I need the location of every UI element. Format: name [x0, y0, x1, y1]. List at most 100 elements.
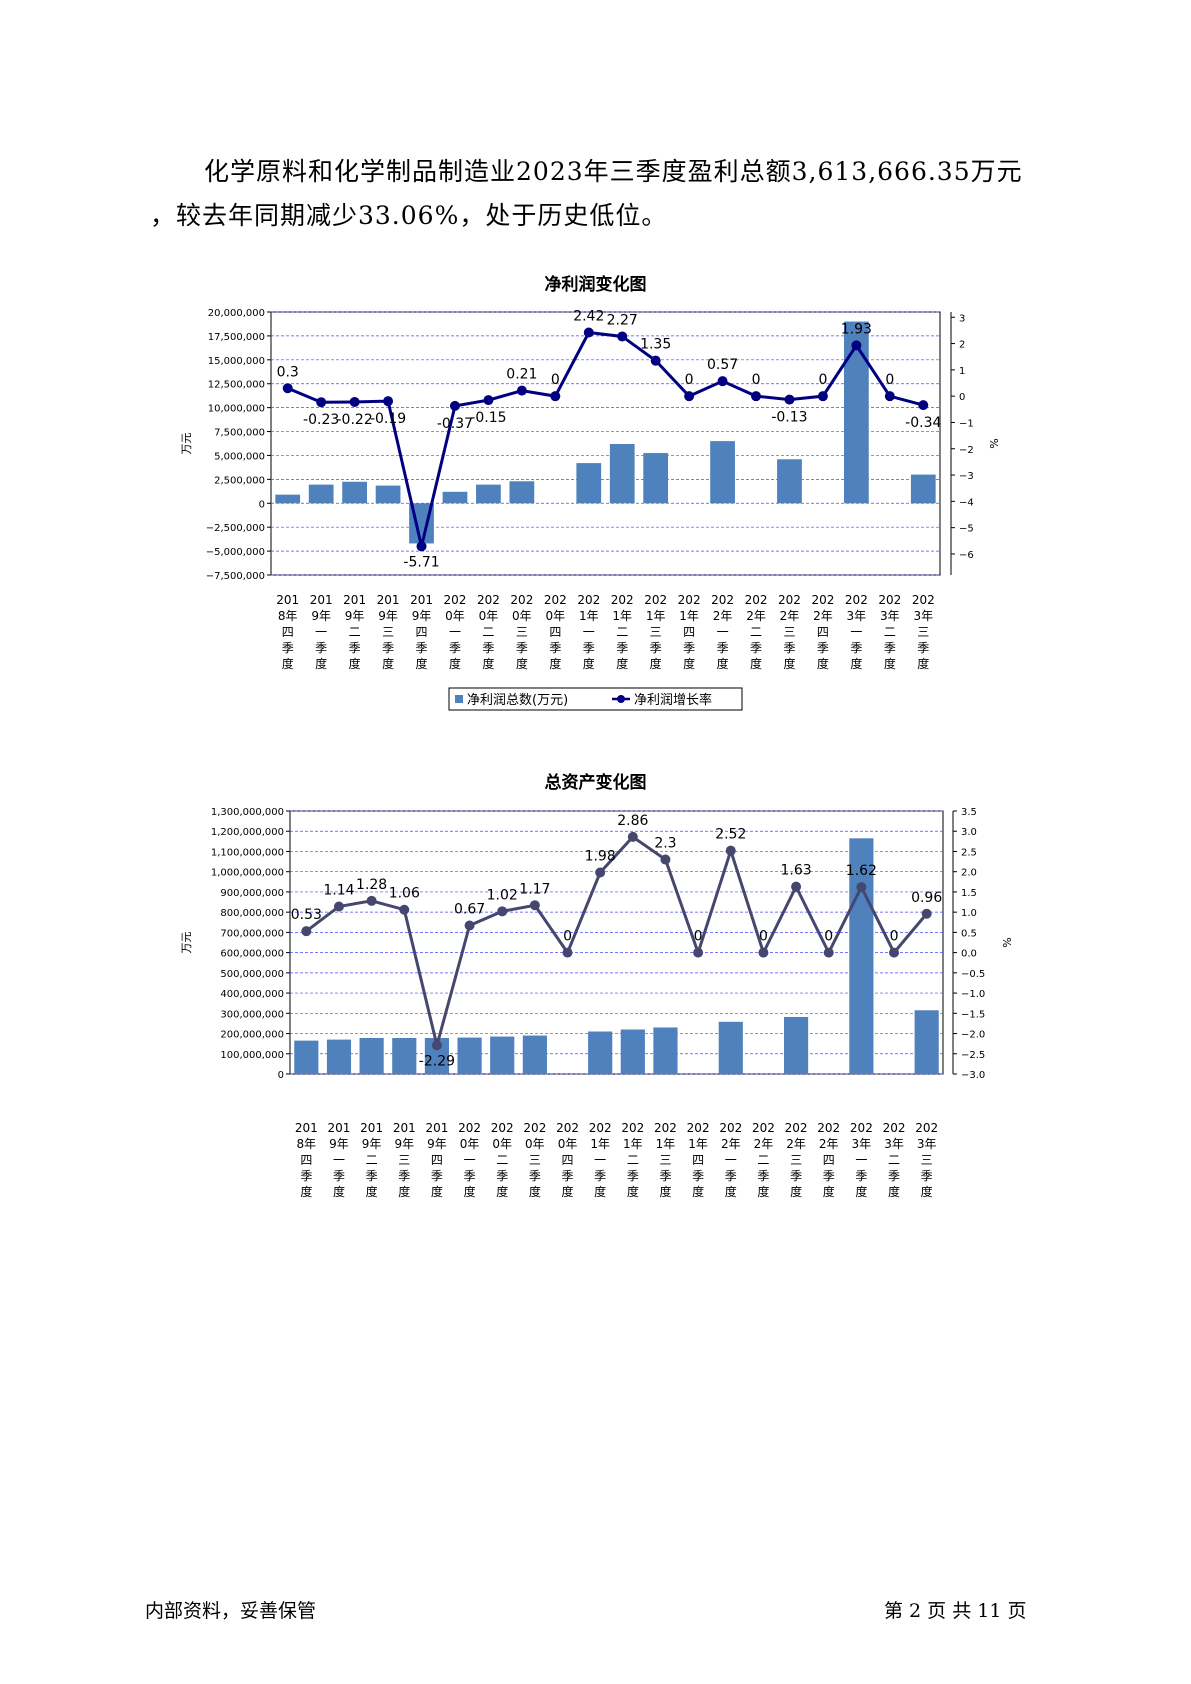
- chart2-y2-tick-label: 2.5: [961, 847, 977, 858]
- chart1-point: [316, 397, 327, 408]
- chart1-data-label: 0.3: [277, 364, 299, 380]
- chart1-x-tick-label: 2年: [713, 609, 733, 623]
- chart2-x-tick-label: 三: [659, 1153, 671, 1167]
- chart2-point: [562, 947, 573, 958]
- chart1-bar: [375, 485, 401, 504]
- chart2-x-tick-label: 季: [464, 1169, 476, 1183]
- chart1-x-tick-label: 四: [282, 625, 294, 639]
- chart2-x-tick-label: 三: [790, 1153, 802, 1167]
- chart2-x-tick-label: 202: [523, 1121, 546, 1135]
- chart2-x-tick-label: 二: [366, 1153, 378, 1167]
- chart2-x-tick-label: 一: [855, 1153, 867, 1167]
- chart1-x-tick-label: 3年: [913, 609, 933, 623]
- chart1-x-tick-label: 季: [917, 641, 929, 655]
- chart1-x-tick-label: 度: [783, 656, 795, 671]
- chart2-x-tick-label: 季: [855, 1169, 867, 1183]
- chart2-x-tick-label: 度: [333, 1184, 345, 1199]
- chart1-x-tick-label: 202: [510, 593, 533, 607]
- chart1-x-tick-label: 9年: [378, 609, 398, 623]
- chart1-x-tick-label: 0年: [445, 609, 465, 623]
- chart2-x-tick-label: 度: [659, 1184, 671, 1199]
- chart2-data-label: 2.86: [617, 813, 648, 829]
- chart2-x-tick-label: 202: [556, 1121, 579, 1135]
- chart1-x-tick-label: 201: [343, 593, 366, 607]
- chart1-point: [416, 541, 427, 552]
- chart2-x-tick-label: 季: [823, 1169, 835, 1183]
- chart2-x-tick-label: 三: [529, 1153, 541, 1167]
- chart2-x-tick-label: 度: [464, 1184, 476, 1199]
- chart1-x-tick-label: 201: [410, 593, 433, 607]
- chart2-x-tick-label: 1年: [623, 1137, 643, 1151]
- chart2-x-tick-label: 季: [562, 1169, 574, 1183]
- chart1-y-tick-label: 0: [259, 499, 265, 510]
- chart2-point: [693, 947, 704, 958]
- chart1-x-tick-label: 度: [282, 656, 294, 671]
- chart2-y2-tick-label: 3.5: [961, 807, 977, 818]
- chart2-bar: [783, 1016, 809, 1074]
- footer-page-number: 第 2 页 共 11 页: [884, 1600, 1027, 1622]
- chart1-legend-box: [448, 687, 743, 711]
- chart1-y2-tick-label: 3: [959, 313, 965, 324]
- chart1-point: [717, 376, 728, 387]
- chart1-x-tick-label: 202: [711, 593, 734, 607]
- chart2-y-tick-label: 700,000,000: [220, 928, 284, 939]
- chart1-x-tick-label: 季: [449, 641, 461, 655]
- chart1-y2-tick-label: 0: [959, 392, 965, 403]
- chart2-x-tick-label: 202: [883, 1121, 906, 1135]
- chart2-x-tick-label: 度: [300, 1184, 312, 1199]
- chart1-y2-tick-label: 1: [959, 366, 965, 377]
- chart1-data-label: -0.37: [437, 416, 473, 432]
- chart2-title: 总资产变化图: [544, 773, 647, 793]
- chart1-y2-tick-label: −1: [959, 418, 974, 429]
- chart1-x-tick-label: 202: [544, 593, 567, 607]
- chart2-y-tick-label: 400,000,000: [220, 989, 284, 1000]
- chart1-data-label: -0.13: [771, 410, 807, 426]
- chart2-x-tick-label: 四: [431, 1153, 443, 1167]
- chart2-x-tick-label: 0年: [492, 1137, 512, 1151]
- chart2-point: [791, 881, 802, 892]
- chart2-y-tick-label: 200,000,000: [220, 1030, 284, 1041]
- chart2-x-tick-label: 3年: [884, 1137, 904, 1151]
- chart2-x-tick-label: 202: [752, 1121, 775, 1135]
- chart1-x-tick-label: 季: [817, 641, 829, 655]
- chart2-y-tick-label: 0: [278, 1070, 284, 1081]
- chart1-y-tick-label: 15,000,000: [208, 356, 265, 367]
- chart2-data-label: 0: [890, 929, 899, 945]
- chart1-y2-tick-label: −4: [959, 497, 974, 508]
- chart1-x-tick-label: 三: [382, 625, 394, 639]
- chart1-x-tick-label: 202: [845, 593, 868, 607]
- chart1-title: 净利润变化图: [544, 275, 647, 295]
- chart2-point: [464, 920, 475, 931]
- chart2-x-tick-label: 0年: [460, 1137, 480, 1151]
- chart2-point: [823, 947, 834, 958]
- chart2-data-label: 1.63: [780, 863, 811, 879]
- chart2-y-tick-label: 900,000,000: [220, 888, 284, 899]
- chart2-data-label: 2.52: [715, 827, 746, 843]
- chart1-bar: [910, 474, 936, 504]
- chart2-bar: [326, 1039, 352, 1074]
- chart1-x-tick-label: 201: [377, 593, 400, 607]
- chart1-x-tick-label: 1年: [679, 609, 699, 623]
- chart1-x-tick-label: 度: [817, 656, 829, 671]
- chart2-x-tick-label: 度: [431, 1184, 443, 1199]
- chart1-x-tick-label: 季: [282, 641, 294, 655]
- chart2-x-tick-label: 季: [627, 1169, 639, 1183]
- chart1-bar: [476, 484, 501, 504]
- chart1-x-tick-label: 季: [884, 641, 896, 655]
- chart2-x-tick-label: 2年: [786, 1137, 806, 1151]
- chart2-data-label: 1.62: [846, 863, 877, 879]
- chart2-data-label: 1.02: [487, 887, 518, 903]
- chart1-y2-tick-label: 2: [959, 340, 965, 351]
- chart1-y-tick-label: 20,000,000: [208, 308, 265, 319]
- chart2-point: [627, 831, 638, 842]
- chart2-y-tick-label: 100,000,000: [220, 1050, 284, 1061]
- chart1-ylabel: 万元: [180, 433, 193, 455]
- chart2-x-tick-label: 度: [725, 1184, 737, 1199]
- chart1-x-tick-label: 三: [783, 625, 795, 639]
- chart1-bar: [509, 481, 535, 504]
- chart1-y2-tick-label: −5: [959, 524, 974, 535]
- chart2-y2-tick-label: 0.0: [961, 949, 977, 960]
- chart1-x-tick-label: 202: [678, 593, 701, 607]
- chart2-point: [889, 947, 900, 958]
- chart2-y-tick-label: 1,200,000,000: [211, 827, 284, 838]
